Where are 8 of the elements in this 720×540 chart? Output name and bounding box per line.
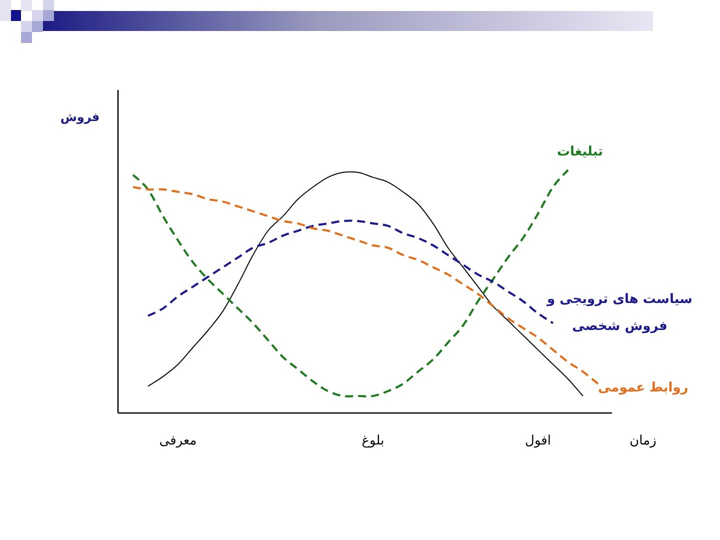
series-label: سیاست های ترویجی و فروش شخصی xyxy=(546,292,692,334)
x-tick-label: بلوغ xyxy=(362,434,384,448)
x-tick-label: معرفی xyxy=(159,434,197,448)
series-label: روابط عمومی xyxy=(598,380,688,396)
x-tick-label: افول xyxy=(525,434,551,448)
y-axis-title: فروش xyxy=(60,110,100,124)
x-axis-title: زمان xyxy=(630,434,656,448)
series-label: تبلیغات xyxy=(556,144,604,160)
